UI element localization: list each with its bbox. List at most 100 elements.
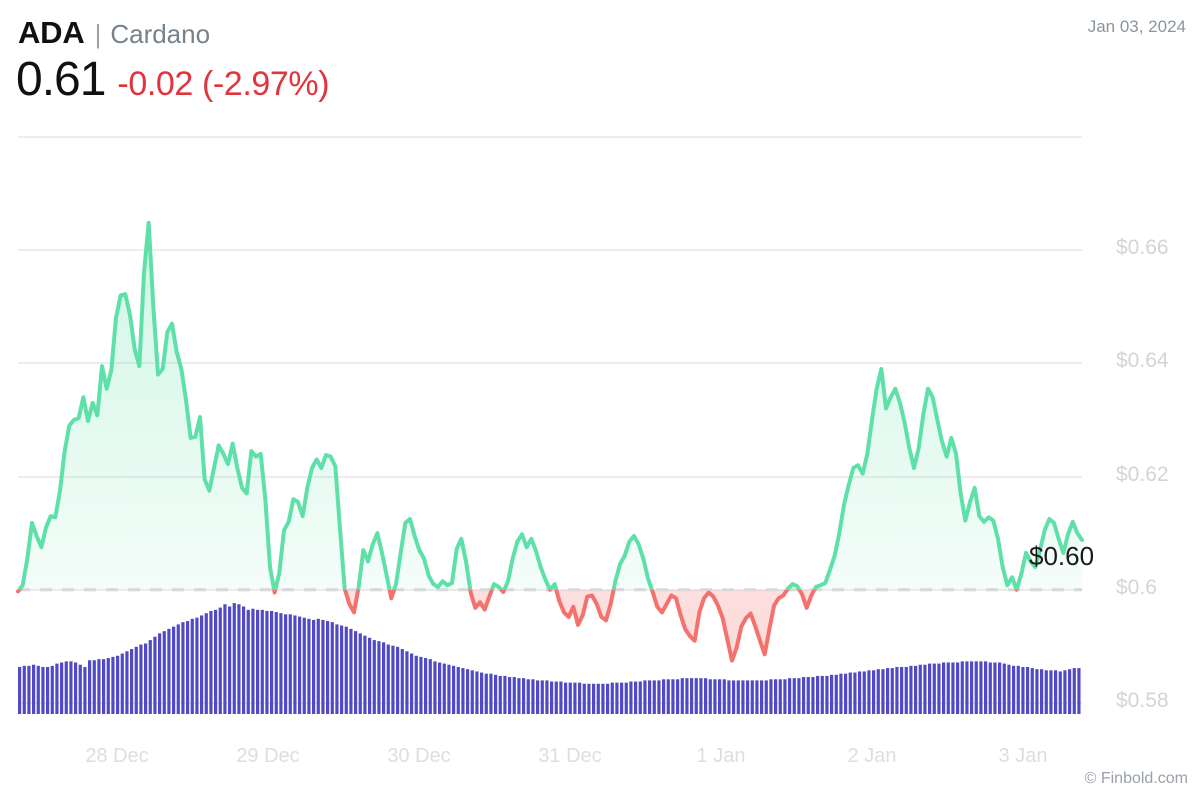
volume-bar (274, 612, 278, 714)
volume-bar (783, 679, 787, 714)
volume-bar (489, 673, 493, 714)
volume-bar (111, 656, 115, 714)
volume-bar (46, 666, 50, 714)
volume-bar (984, 661, 988, 714)
volume-bar (531, 679, 535, 714)
volume-bar (480, 672, 484, 714)
volume-bar (298, 616, 302, 714)
volume-bar (1077, 668, 1081, 714)
volume-bar (288, 614, 292, 714)
volume-bar (951, 662, 955, 714)
volume-bar (251, 608, 255, 714)
price-area-up (18, 222, 1082, 590)
volume-bar (862, 671, 866, 714)
volume-bar (699, 678, 703, 714)
volume-bar (536, 680, 540, 714)
volume-bar (624, 682, 628, 714)
volume-bar (78, 664, 82, 714)
volume-bar (200, 615, 204, 714)
volume-bar (1063, 670, 1067, 714)
volume-bar (764, 680, 768, 714)
volume-bar (890, 668, 894, 714)
volume-bar (363, 635, 367, 714)
volume-bar (559, 681, 563, 714)
volume-bar (186, 621, 190, 714)
volume-bar (386, 644, 390, 714)
volume-bar (606, 683, 610, 714)
volume-bar (1040, 669, 1044, 714)
volume-bar (391, 645, 395, 714)
volume-bar (573, 682, 577, 714)
volume-bar (545, 680, 549, 714)
ticker-full-name: Cardano (110, 19, 211, 49)
volume-bar (662, 679, 666, 714)
volume-bar (666, 679, 670, 714)
volume-bar (102, 659, 106, 714)
volume-bar (872, 670, 876, 714)
volume-bar (974, 661, 978, 714)
volume-bar (116, 655, 120, 714)
volume-bar (923, 664, 927, 714)
volume-bar (932, 663, 936, 714)
volume-bar (816, 675, 820, 714)
volume-bar (97, 659, 101, 714)
volume-bar (512, 677, 516, 714)
volume-bar (214, 609, 218, 714)
volume-bar (900, 666, 904, 714)
volume-bar (694, 678, 698, 714)
header-date: Jan 03, 2024 (1087, 17, 1186, 36)
volume-bar (578, 682, 582, 714)
volume-bar (74, 662, 78, 714)
volume-bar (722, 679, 726, 714)
volume-bar (256, 609, 260, 714)
volume-bar (508, 677, 512, 714)
volume-bar (176, 624, 180, 714)
volume-bar (139, 644, 143, 714)
volume-bar (377, 641, 381, 714)
volume-bar (615, 682, 619, 714)
volume-bar (568, 682, 572, 714)
volume-bar (918, 664, 922, 714)
volume-bar (811, 677, 815, 714)
volume-bar (736, 680, 740, 714)
volume-bar (643, 680, 647, 714)
volume-bar (564, 682, 568, 714)
volume-bar (270, 610, 274, 714)
volume-bar (354, 631, 358, 714)
price-line-up (16, 220, 1084, 590)
volume-bar (1007, 664, 1011, 714)
volume-bar (713, 679, 717, 714)
volume-bar (494, 674, 498, 714)
volume-bar (265, 610, 269, 714)
volume-bar (368, 637, 372, 714)
price-line-segment (16, 220, 1084, 590)
volume-bar (652, 680, 656, 714)
volume-bar (246, 609, 250, 714)
volume-bar (466, 669, 470, 714)
volume-bar (302, 617, 306, 714)
volume-bar (484, 673, 488, 714)
volume-bar (400, 649, 404, 714)
chart-header: ADA | Cardano 0.61 -0.02 (-2.97%) Jan 03… (0, 0, 1200, 125)
volume-bar (410, 653, 414, 714)
volume-bar (867, 670, 871, 714)
volume-bar (769, 679, 773, 714)
volume-bar (442, 663, 446, 714)
volume-bar (433, 661, 437, 714)
watermark: © Finbold.com (1084, 770, 1188, 787)
volume-bar (153, 636, 157, 714)
volume-bar (358, 633, 362, 714)
volume-bar (904, 666, 908, 714)
volume-bar (344, 626, 348, 714)
volume-bar (1035, 669, 1039, 714)
volume-bar (498, 675, 502, 714)
volume-bar (204, 613, 208, 714)
volume-bar (316, 618, 320, 714)
volume-bar (755, 680, 759, 714)
volume-bar (195, 617, 199, 714)
volume-bar (130, 649, 134, 714)
volume-bar (792, 678, 796, 714)
volume-bar (218, 607, 222, 714)
volume-bar (372, 640, 376, 714)
volume-bar (638, 681, 642, 714)
